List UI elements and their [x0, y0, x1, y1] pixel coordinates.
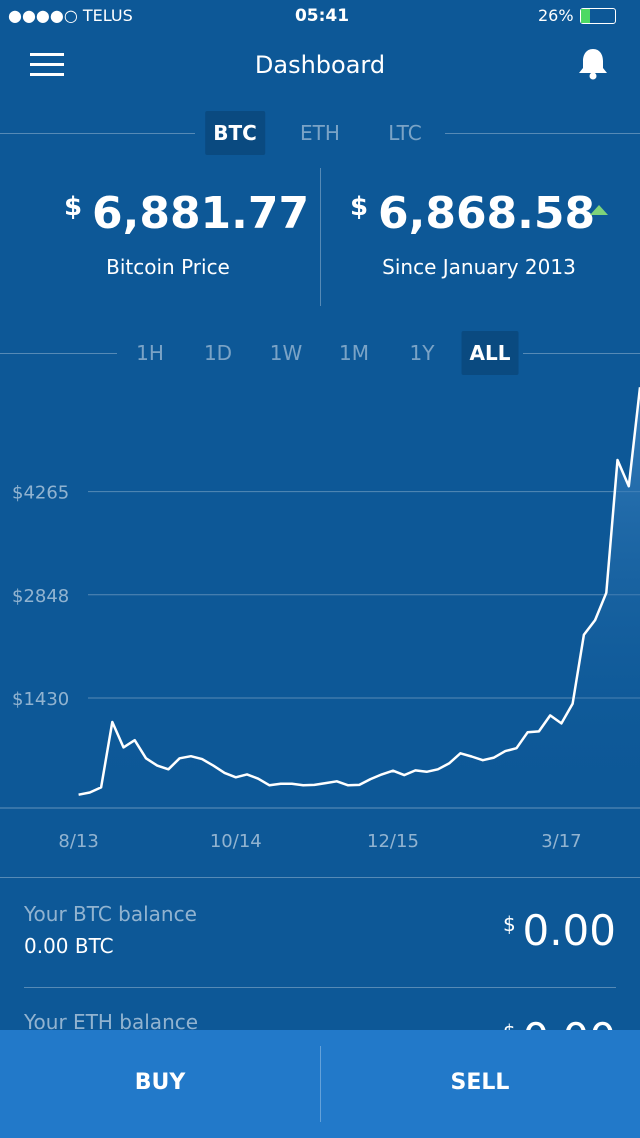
currency-symbol: $: [350, 192, 369, 222]
divider: [445, 133, 640, 134]
divider: [320, 1046, 321, 1122]
x-tick-label: 10/14: [210, 831, 262, 852]
up-arrow: [590, 205, 608, 215]
currency-tab[interactable]: ETH: [300, 121, 340, 145]
range-tab[interactable]: 1H: [136, 341, 164, 365]
divider: [523, 353, 640, 354]
currency-tab[interactable]: BTC: [205, 111, 265, 155]
y-tick-label: $2848: [12, 586, 69, 607]
battery-icon: [580, 8, 616, 24]
price-change: 6,868.58: [378, 188, 596, 239]
divider: [0, 133, 195, 134]
current-price: 6,881.77: [92, 188, 310, 239]
balance-label: Your BTC balance: [24, 902, 197, 926]
currency-symbol: $: [503, 912, 516, 936]
x-tick-label: 12/15: [367, 831, 419, 852]
range-tab[interactable]: 1Y: [409, 341, 435, 365]
range-tab[interactable]: 1M: [339, 341, 369, 365]
y-tick-label: $1430: [12, 689, 69, 710]
sell-button[interactable]: SELL: [450, 1070, 510, 1095]
divider: [24, 987, 616, 988]
notifications-button[interactable]: [576, 46, 610, 80]
change-label: Since January 2013: [382, 255, 576, 279]
balance-amount: 0.00 BTC: [24, 934, 114, 958]
range-tab[interactable]: 1D: [203, 341, 233, 365]
divider: [0, 877, 640, 878]
clock: 05:41: [294, 6, 350, 26]
price-chart: $1430 $2848 $4265 8/13 10/14 12/15 3/17: [0, 387, 640, 852]
currency-tab[interactable]: LTC: [388, 121, 422, 145]
battery-level: 26%: [538, 6, 574, 25]
menu-button[interactable]: [30, 52, 66, 78]
price-label: Bitcoin Price: [106, 255, 230, 279]
balance-value: 0.00: [522, 906, 616, 955]
price-line: [78, 387, 640, 796]
currency-symbol: $: [64, 192, 83, 222]
price-area: [78, 387, 640, 802]
range-tab[interactable]: 1W: [269, 341, 303, 365]
x-tick-label: 3/17: [541, 831, 581, 852]
action-bar: BUY SELL: [0, 1030, 640, 1138]
page-title: Dashboard: [254, 51, 386, 79]
carrier: ●●●●○ TELUS: [8, 6, 133, 25]
buy-button[interactable]: BUY: [134, 1070, 186, 1095]
range-tab[interactable]: ALL: [461, 331, 519, 375]
divider: [0, 353, 117, 354]
divider: [320, 168, 321, 306]
y-tick-label: $4265: [12, 483, 69, 504]
x-tick-label: 8/13: [58, 831, 98, 852]
